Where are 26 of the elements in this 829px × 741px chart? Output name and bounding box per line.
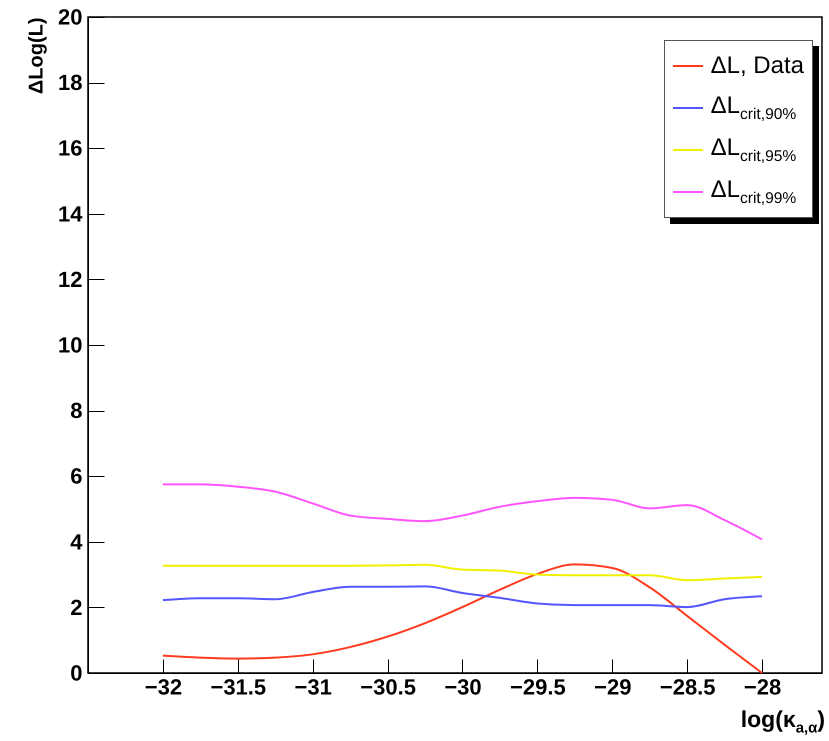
y-tick-label: 2 — [70, 594, 82, 620]
x-tick-label: −30 — [444, 674, 482, 700]
y-tick-label: 6 — [70, 464, 82, 489]
y-tick-label: 16 — [58, 136, 82, 161]
x-tick-label: −31 — [294, 674, 332, 700]
legend-label: ΔL, Data — [710, 52, 804, 80]
y-tick-label: 12 — [58, 266, 82, 292]
x-tick-label: −28.5 — [660, 674, 716, 700]
y-tick-label: 14 — [58, 201, 84, 226]
y-tick-label: 18 — [58, 70, 82, 96]
x-tick-label: −30.5 — [360, 674, 416, 700]
x-tick-label: −29 — [594, 674, 632, 700]
x-tick-label: −31.5 — [210, 674, 266, 700]
legend-label: ΔL$_{crit,99%}$ — [710, 176, 796, 208]
x-tick-label: −28 — [744, 674, 782, 700]
y-axis-title: ΔLog(L) — [26, 18, 48, 94]
y-tick-label: 4 — [70, 529, 84, 554]
x-tick-label: −32 — [144, 674, 182, 700]
x-tick-label: −29.5 — [510, 674, 566, 700]
y-tick-label: 8 — [70, 398, 82, 424]
legend-label: ΔL$_{crit,90%}$ — [710, 92, 796, 124]
y-tick-label: 0 — [70, 660, 82, 686]
x-axis-title: log(κ$_{a,α}$) — [740, 706, 825, 737]
y-tick-label: 20 — [58, 4, 82, 30]
y-tick-label: 10 — [58, 332, 82, 358]
legend-label: ΔL$_{crit,95%}$ — [710, 134, 796, 166]
